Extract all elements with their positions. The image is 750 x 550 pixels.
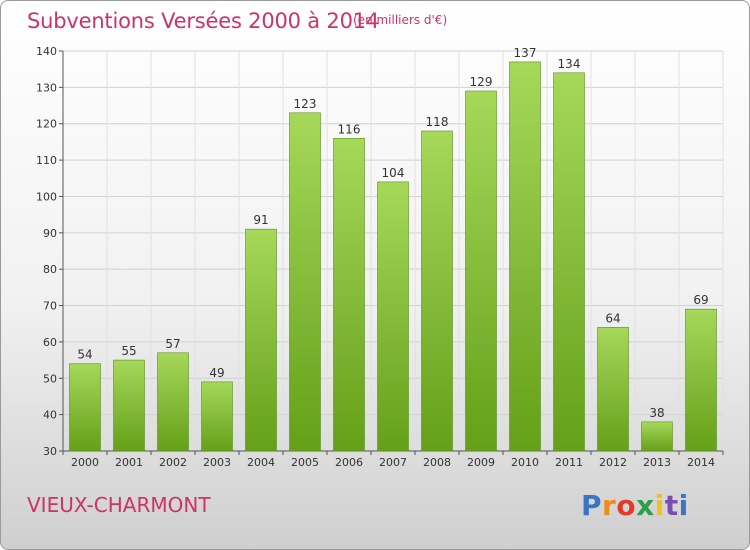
y-tick-label: 40 <box>43 409 57 422</box>
y-tick-label: 30 <box>43 445 57 458</box>
bar-value-label: 38 <box>649 406 664 420</box>
y-tick-label: 100 <box>36 190 57 203</box>
logo-letter: r <box>602 489 617 522</box>
logo-letter: x <box>636 489 655 522</box>
tick-labels: 30 40 50 60 70 80 90 100 110 120 130 140 2000 2001 200… <box>36 45 715 469</box>
bar-value-label: 123 <box>294 97 317 111</box>
x-tick-label: 2003 <box>203 456 231 469</box>
bar <box>685 308 717 452</box>
bar <box>157 352 189 452</box>
value-labels: 54 55 57 49 91 123 116 104 118 129 137 134 64 38 69 <box>77 46 708 420</box>
x-tick-label: 2001 <box>115 456 143 469</box>
bars <box>69 61 717 452</box>
bar-value-label: 69 <box>693 293 708 307</box>
y-tick-label: 70 <box>43 300 57 313</box>
commune-name: VIEUX-CHARMONT <box>27 493 211 517</box>
bar <box>245 228 277 452</box>
y-tick-label: 80 <box>43 263 57 276</box>
x-tick-label: 2009 <box>467 456 495 469</box>
logo-letter: i <box>678 489 689 522</box>
bar <box>201 381 233 452</box>
logo-letter: i <box>654 489 665 522</box>
bar-value-label: 55 <box>121 344 136 358</box>
bar <box>421 130 453 452</box>
x-tick-label: 2014 <box>687 456 715 469</box>
y-tick-label: 120 <box>36 118 57 131</box>
bar-value-label: 134 <box>558 57 581 71</box>
x-tick-label: 2011 <box>555 456 583 469</box>
x-tick-label: 2008 <box>423 456 451 469</box>
bar-value-label: 137 <box>514 46 537 60</box>
x-tick-label: 2000 <box>71 456 99 469</box>
x-tick-label: 2007 <box>379 456 407 469</box>
x-tick-label: 2002 <box>159 456 187 469</box>
bar-value-label: 54 <box>77 348 92 362</box>
chart-title: Subventions Versées 2000 à 2014 <box>27 9 380 33</box>
bar-value-label: 64 <box>605 311 620 325</box>
bar-value-label: 104 <box>382 166 405 180</box>
bar <box>289 112 321 452</box>
bar-value-label: 57 <box>165 337 180 351</box>
logo-letter: t <box>664 489 679 522</box>
bar <box>69 363 101 452</box>
x-tick-label: 2006 <box>335 456 363 469</box>
x-tick-label: 2005 <box>291 456 319 469</box>
bar-value-label: 129 <box>470 75 493 89</box>
bar <box>597 327 629 452</box>
bar <box>377 181 409 452</box>
proxiti-logo[interactable]: Proxiti <box>581 489 689 522</box>
bar <box>553 72 585 452</box>
y-tick-label: 90 <box>43 227 57 240</box>
x-tick-label: 2010 <box>511 456 539 469</box>
logo-letter: P <box>581 489 603 522</box>
bar <box>641 421 673 452</box>
bar <box>113 359 145 452</box>
chart-unit: (en milliers d'€) <box>353 13 448 27</box>
bar <box>509 61 541 452</box>
bar <box>465 90 497 452</box>
x-tick-label: 2012 <box>599 456 627 469</box>
y-tick-label: 110 <box>36 154 57 167</box>
x-tick-label: 2004 <box>247 456 275 469</box>
bar-value-label: 49 <box>209 366 224 380</box>
bar <box>333 137 365 452</box>
x-tick-label: 2013 <box>643 456 671 469</box>
y-tick-label: 50 <box>43 372 57 385</box>
logo-letter: o <box>616 489 637 522</box>
y-tick-label: 130 <box>36 81 57 94</box>
y-tick-label: 140 <box>36 45 57 58</box>
bar-value-label: 91 <box>253 213 268 227</box>
y-tick-label: 60 <box>43 336 57 349</box>
bar-value-label: 118 <box>426 115 449 129</box>
bar-value-label: 116 <box>338 122 361 136</box>
